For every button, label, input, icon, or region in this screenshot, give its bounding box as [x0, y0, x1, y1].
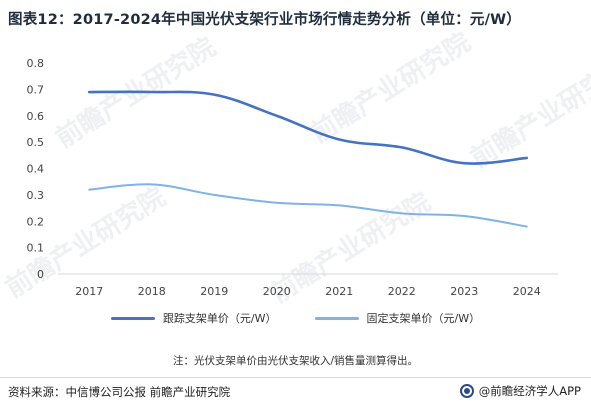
data-point: [151, 91, 153, 93]
data-point: [463, 162, 465, 164]
y-tick-label: 0.4: [27, 163, 45, 176]
y-tick-label: 0.2: [27, 215, 45, 228]
footer-divider: [0, 377, 591, 378]
legend-item-fixed: 固定支架单价（元/W）: [314, 310, 481, 326]
data-point: [88, 188, 90, 190]
data-point: [213, 93, 215, 95]
x-tick-label: 2022: [388, 285, 416, 298]
data-point: [213, 194, 215, 196]
legend-item-tracking: 跟踪支架单价（元/W）: [110, 310, 277, 326]
x-tick-label: 2024: [513, 285, 541, 298]
chart-title: 图表12：2017-2024年中国光伏支架行业市场行情走势分析（单位：元/W）: [8, 12, 521, 28]
data-point: [338, 204, 340, 206]
chart-note: 注：光伏支架单价由光伏支架收入/销售量测算得出。: [172, 355, 419, 367]
legend-label-fixed: 固定支架单价（元/W）: [366, 312, 481, 325]
legend: 跟踪支架单价（元/W） 固定支架单价（元/W）: [0, 310, 591, 326]
data-point: [526, 225, 528, 227]
legend-swatch-tracking: [110, 316, 155, 320]
y-tick-label: 0.7: [27, 83, 45, 96]
y-tick-label: 0.1: [27, 242, 45, 255]
watermark-text: 前瞻产业研究院: [305, 26, 476, 149]
y-tick-label: 0.8: [27, 57, 45, 70]
y-tick-label: 0.3: [27, 189, 45, 202]
data-point: [526, 157, 528, 159]
legend-label-tracking: 跟踪支架单价（元/W）: [162, 312, 277, 325]
data-point: [338, 138, 340, 140]
legend-swatch-fixed: [314, 316, 359, 320]
x-tick-label: 2021: [325, 285, 353, 298]
x-tick-label: 2023: [450, 285, 478, 298]
series-layer: [87, 90, 529, 228]
brand-logo-icon: [459, 384, 474, 398]
brand: @前瞻经济学人APP: [459, 383, 581, 399]
brand-label: @前瞻经济学人APP: [478, 384, 581, 398]
data-point: [151, 183, 153, 185]
data-point: [276, 115, 278, 117]
axis-layer: 0 0.1 0.2 0.3 0.4 0.5 0.6 0.7 0.8 2017 2018 2019 202…: [27, 57, 558, 298]
data-point: [88, 91, 90, 93]
x-tick-label: 2019: [200, 285, 228, 298]
data-point: [401, 146, 403, 148]
y-tick-label: 0: [37, 268, 44, 281]
y-tick-label: 0.5: [27, 136, 45, 149]
x-tick-label: 2018: [138, 285, 166, 298]
data-point: [401, 212, 403, 214]
x-tick-label: 2017: [75, 285, 103, 298]
data-point: [276, 202, 278, 204]
y-tick-label: 0.6: [27, 110, 45, 123]
source-text: 资料来源：中信博公司公报 前瞻产业研究院: [8, 385, 231, 399]
x-tick-label: 2020: [263, 285, 291, 298]
data-point: [463, 215, 465, 217]
watermark-text: 前瞻产业研究院: [465, 51, 591, 174]
series-line-fixed: [88, 183, 528, 228]
series-line-tracking: [87, 90, 529, 165]
